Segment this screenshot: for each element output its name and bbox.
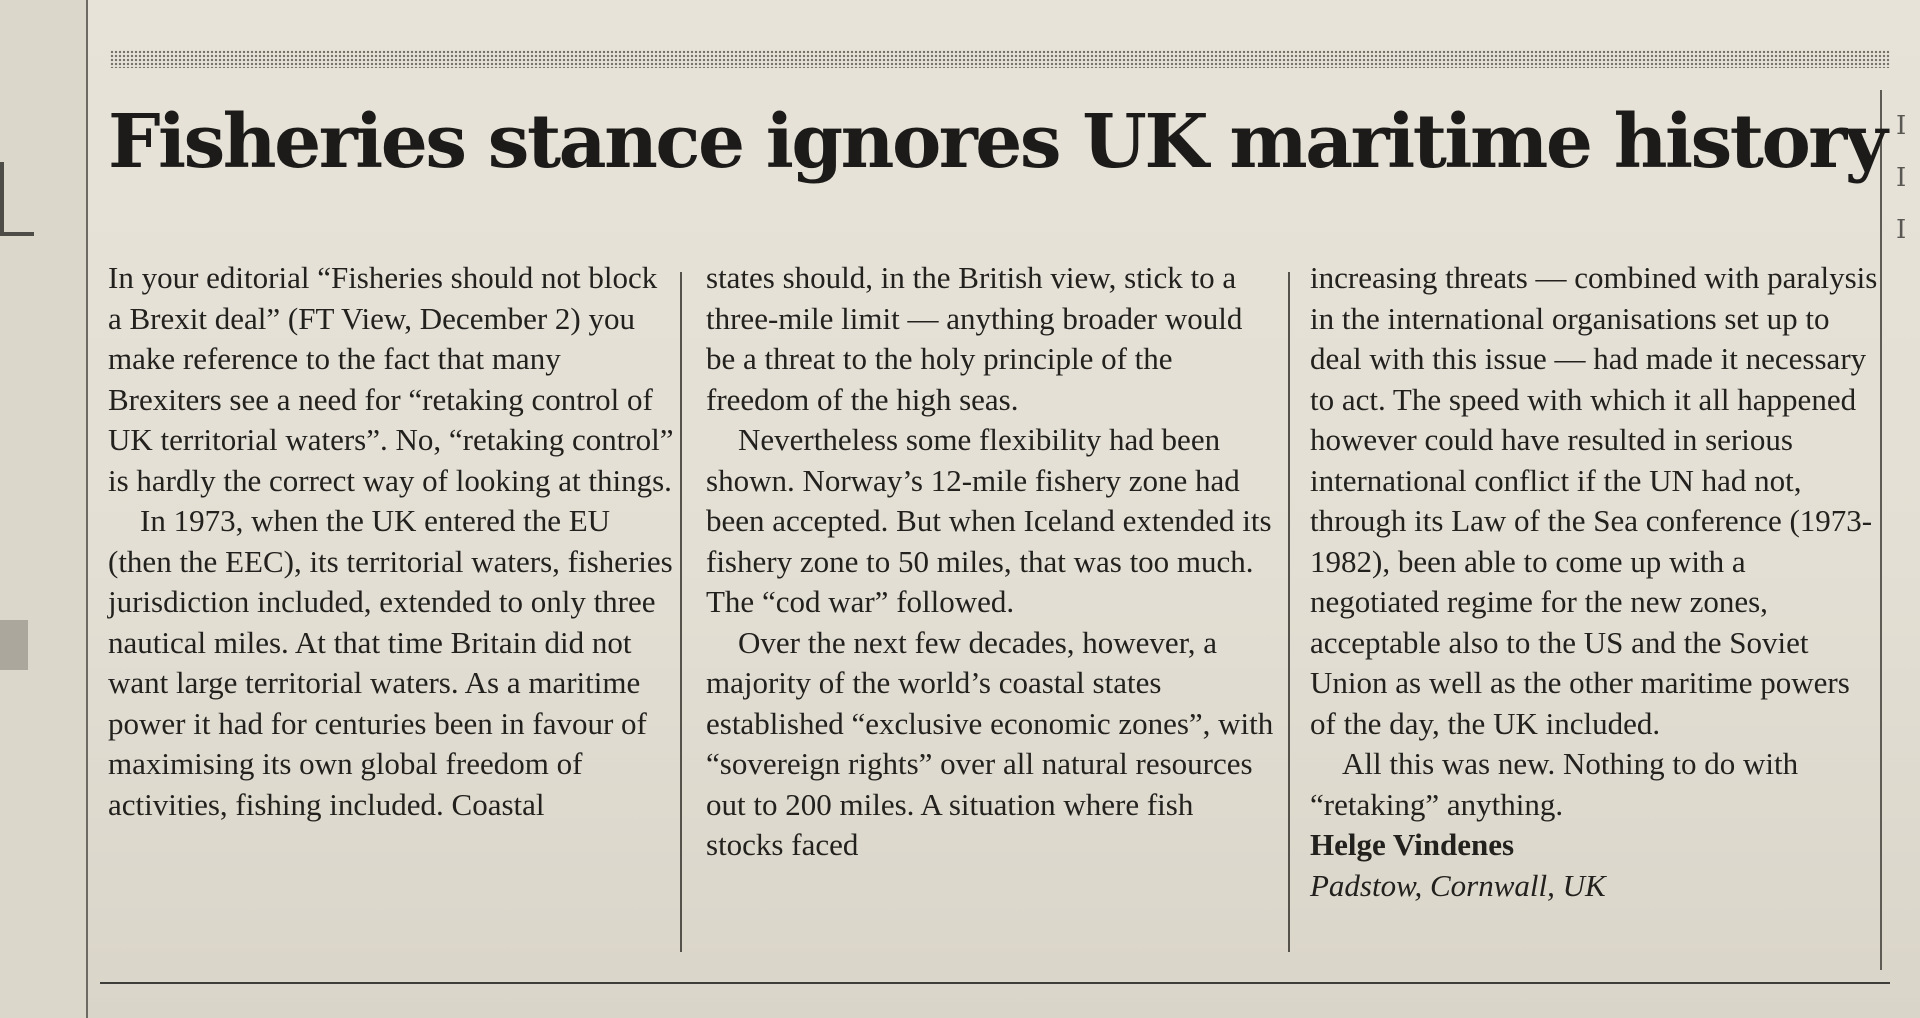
author-name: Helge Vindenes bbox=[1310, 827, 1515, 862]
author-location: Padstow, Cornwall, UK bbox=[1310, 867, 1606, 903]
article-bottom-rule bbox=[100, 982, 1890, 984]
paragraph: All this was new. Nothing to do with “re… bbox=[1310, 746, 1799, 822]
paragraph: states should, in the British view, stic… bbox=[706, 260, 1243, 417]
article-headline: Fisheries stance ignores UK maritime his… bbox=[108, 99, 1888, 185]
column-divider bbox=[1288, 272, 1290, 952]
paragraph: Nevertheless some flexibility had been s… bbox=[706, 422, 1272, 619]
adjacent-page-fragment bbox=[0, 162, 34, 236]
article-column-3: increasing threats — combined with paral… bbox=[1310, 258, 1880, 906]
article-column-2: states should, in the British view, stic… bbox=[706, 258, 1276, 866]
article-column-1: In your editorial “Fisheries should not … bbox=[108, 258, 678, 825]
paragraph: Over the next few decades, however, a ma… bbox=[706, 624, 1274, 863]
page-fold-line bbox=[86, 0, 88, 1018]
right-column-rule bbox=[1880, 90, 1882, 970]
paragraph: increasing threats — combined with paral… bbox=[1310, 260, 1878, 741]
section-header-dotted-rule bbox=[110, 50, 1890, 68]
adjacent-page-block bbox=[0, 620, 28, 670]
paragraph: In your editorial “Fisheries should not … bbox=[108, 260, 674, 498]
paragraph: In 1973, when the UK entered the EU (the… bbox=[108, 503, 673, 822]
adjacent-page-margin bbox=[0, 0, 88, 1018]
column-divider bbox=[680, 272, 682, 952]
